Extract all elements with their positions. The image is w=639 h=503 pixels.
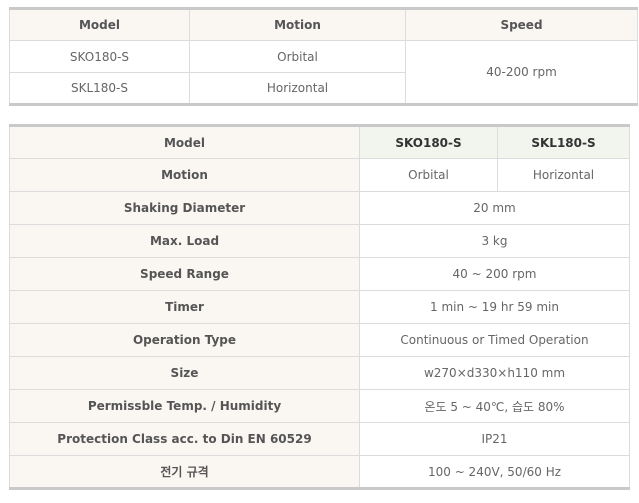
spec-label: Protection Class acc. to Din EN 60529 [9, 422, 360, 456]
spec-label: Timer [9, 290, 360, 324]
table-header-row: Model Motion Speed [9, 8, 638, 41]
spec-value: 3 kg [359, 224, 630, 258]
spec-row: Max. Load 3 kg [9, 224, 630, 258]
spec-label: Speed Range [9, 257, 360, 291]
spec-row: 전기 규격 100 ~ 240V, 50/60 Hz [9, 455, 630, 489]
spec-value: Continuous or Timed Operation [359, 323, 630, 357]
spec-row: Protection Class acc. to Din EN 60529 IP2… [9, 422, 630, 456]
model-cell: SKO180-S [9, 40, 190, 73]
motion-cell: Horizontal [189, 72, 406, 105]
table-row: SKL180-S Horizontal [9, 72, 638, 105]
spec-row: Speed Range 40 ~ 200 rpm [9, 257, 630, 291]
model-sko180: SKO180-S [359, 125, 498, 159]
spec-value: 40 ~ 200 rpm [359, 257, 630, 291]
summary-table: Model Motion Speed SKO180-S Orbital 40-2… [9, 7, 638, 106]
spec-row: Operation Type Continuous or Timed Operat… [9, 323, 630, 357]
spec-value: IP21 [359, 422, 630, 456]
spec-row: Timer 1 min ~ 19 hr 59 min [9, 290, 630, 324]
spec-label: Shaking Diameter [9, 191, 360, 225]
header-motion: Motion [189, 8, 406, 41]
speed-cell: 40-200 rpm [405, 40, 638, 105]
table-row: SKO180-S Orbital 40-200 rpm [9, 40, 638, 105]
motion-value: Horizontal [497, 158, 630, 192]
spec-table: Model SKO180-S SKL180-S Motion Orbital H… [9, 124, 630, 490]
spec-label: Max. Load [9, 224, 360, 258]
spec-value: 1 min ~ 19 hr 59 min [359, 290, 630, 324]
model-skl180: SKL180-S [497, 125, 630, 159]
spec-row: Permissble Temp. / Humidity 온도 5 ~ 40℃, 습… [9, 389, 630, 423]
model-cell: SKL180-S [9, 72, 190, 105]
spec-value: 20 mm [359, 191, 630, 225]
spec-value: w270×d330×h110 mm [359, 356, 630, 390]
spec-label: 전기 규격 [9, 455, 360, 489]
model-row: Model SKO180-S SKL180-S [9, 125, 630, 159]
spec-label: Size [9, 356, 360, 390]
motion-value: Orbital [359, 158, 498, 192]
model-label: Model [9, 125, 360, 159]
motion-row: Motion Orbital Horizontal [9, 158, 630, 192]
motion-label: Motion [9, 158, 360, 192]
spec-row: Shaking Diameter 20 mm [9, 191, 630, 225]
header-model: Model [9, 8, 190, 41]
spec-value: 100 ~ 240V, 50/60 Hz [359, 455, 630, 489]
motion-cell: Orbital [189, 40, 406, 73]
spec-label: Permissble Temp. / Humidity [9, 389, 360, 423]
spec-row: Size w270×d330×h110 mm [9, 356, 630, 390]
spec-value: 온도 5 ~ 40℃, 습도 80% [359, 389, 630, 423]
header-speed: Speed [405, 8, 638, 41]
spec-label: Operation Type [9, 323, 360, 357]
